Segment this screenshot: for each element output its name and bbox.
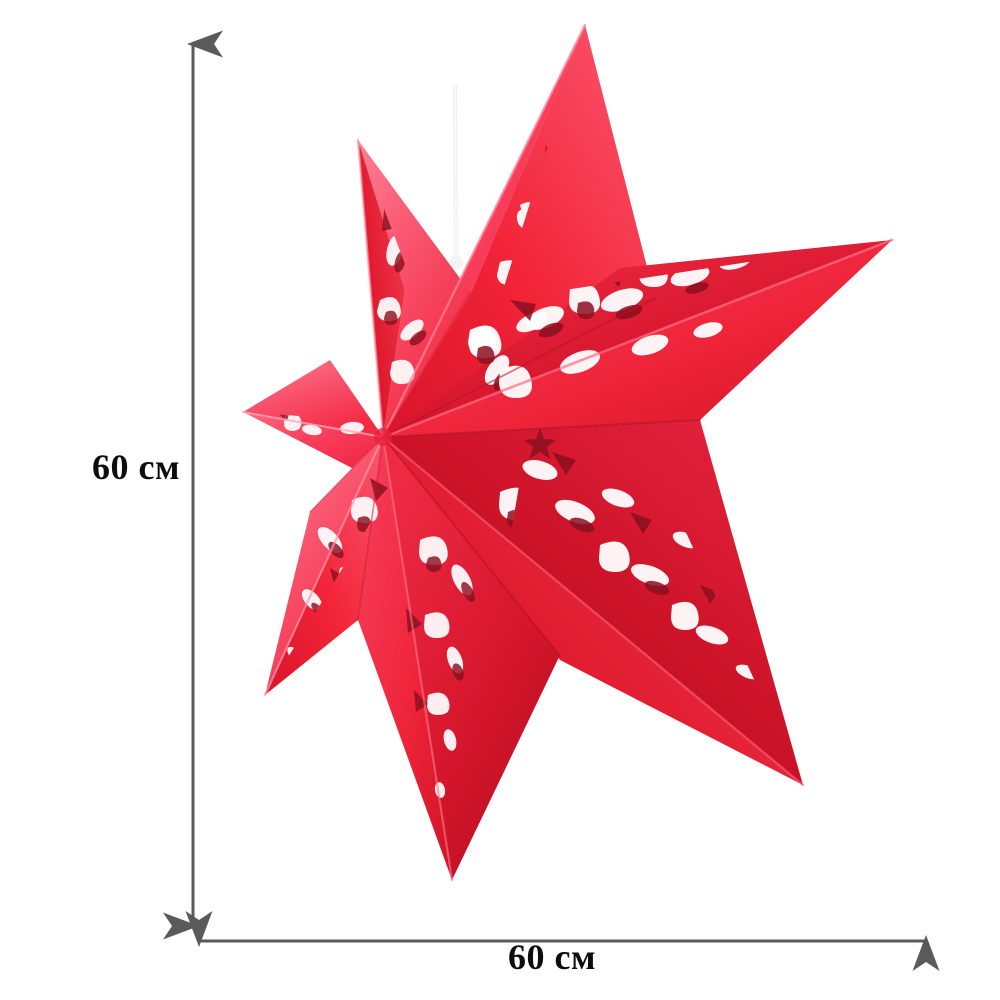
fold-ridges [242, 23, 894, 882]
hanging-string-group [449, 84, 463, 270]
star-center-hub [374, 428, 392, 446]
height-dimension-label: 60 см [92, 447, 180, 487]
width-dimension-label: 60 см [508, 937, 596, 977]
